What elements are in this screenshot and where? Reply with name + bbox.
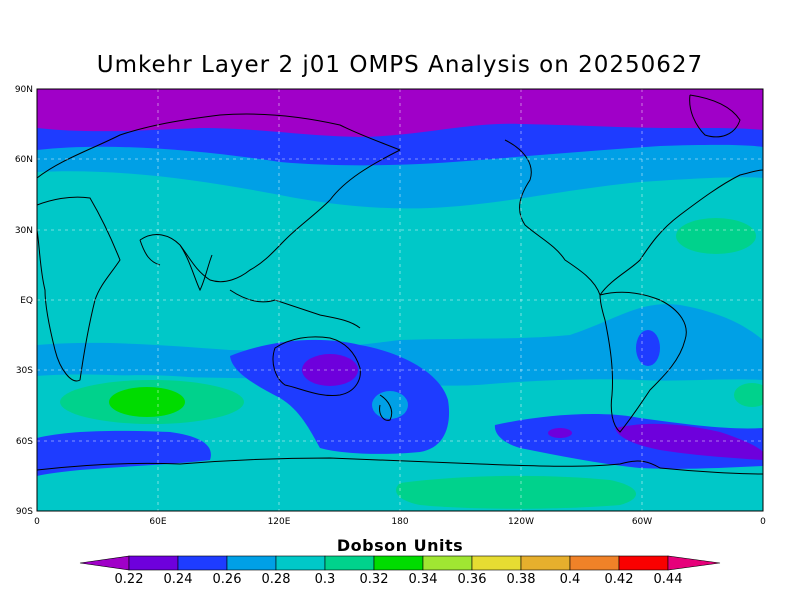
colorbar-label: 0.22 bbox=[115, 572, 144, 587]
colorbar-swatch bbox=[471, 555, 522, 571]
coastlines bbox=[37, 94, 763, 475]
colorbar-label: 0.38 bbox=[507, 572, 536, 587]
lat-tick: EQ bbox=[20, 296, 33, 306]
colorbar-swatch bbox=[275, 555, 326, 571]
lat-tick: 30N bbox=[15, 226, 33, 236]
lat-tick: 60S bbox=[16, 437, 33, 447]
lat-tick: 60N bbox=[15, 155, 33, 165]
colorbar-swatch bbox=[373, 555, 424, 571]
colorbar-label: 0.32 bbox=[360, 572, 389, 587]
colorbar-swatch bbox=[618, 555, 669, 571]
colorbar-label: 0.34 bbox=[409, 572, 438, 587]
map-frame bbox=[36, 88, 764, 512]
lat-axis: 90N 60N 30N EQ 30S 60S 90S bbox=[15, 85, 33, 517]
colorbar-label: 0.26 bbox=[213, 572, 242, 587]
colorbar-swatch bbox=[520, 555, 571, 571]
colorbar-label: 0.42 bbox=[605, 572, 634, 587]
colorbar-label: 0.44 bbox=[654, 572, 683, 587]
colorbar-label: 0.3 bbox=[315, 572, 336, 587]
colorbar-label: 0.24 bbox=[164, 572, 193, 587]
colorbar-min-arrow bbox=[79, 555, 130, 571]
lon-tick: 0 bbox=[760, 517, 766, 527]
lat-tick: 30S bbox=[16, 366, 33, 376]
lat-tick: 90S bbox=[16, 507, 33, 517]
lon-tick: 60W bbox=[632, 517, 652, 527]
lat-tick: 90N bbox=[15, 85, 33, 95]
colorbar-label: 0.28 bbox=[262, 572, 291, 587]
lon-axis: 0 60E 120E 180 120W 60W 0 bbox=[34, 517, 766, 527]
colorbar-title: Dobson Units bbox=[336, 536, 464, 555]
lon-tick: 120E bbox=[268, 517, 291, 527]
colorbar-swatch bbox=[422, 555, 473, 571]
colorbar-label: 0.36 bbox=[458, 572, 487, 587]
colorbar-max-arrow bbox=[667, 555, 721, 571]
colorbar-swatch bbox=[324, 555, 375, 571]
colorbar-swatch bbox=[128, 555, 179, 571]
lon-tick: 180 bbox=[391, 517, 408, 527]
chart-title: Umkehr Layer 2 j01 OMPS Analysis on 2025… bbox=[96, 52, 704, 78]
colorbar-swatch bbox=[177, 555, 228, 571]
colorbar-swatch bbox=[226, 555, 277, 571]
graticule bbox=[37, 89, 763, 511]
lon-tick: 0 bbox=[34, 517, 40, 527]
colorbar: 0.22 0.24 0.26 0.28 0.3 0.32 0.34 0.36 0.38 0.4 0.… bbox=[79, 555, 721, 587]
lon-tick: 60E bbox=[149, 517, 166, 527]
lon-tick: 120W bbox=[508, 517, 534, 527]
colorbar-label: 0.4 bbox=[560, 572, 581, 587]
colorbar-swatch bbox=[569, 555, 620, 571]
